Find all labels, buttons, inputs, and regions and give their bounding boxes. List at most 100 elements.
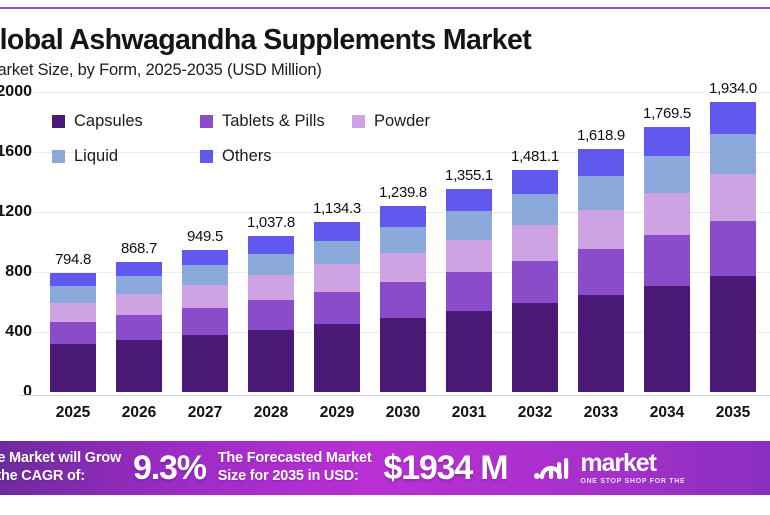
bar-stack[interactable]: 1,769.5: [643, 105, 691, 392]
legend-swatch-icon: [52, 115, 65, 128]
legend-label: Liquid: [74, 147, 119, 165]
bar-segment-capsules[interactable]: [512, 303, 558, 392]
bar-segment-tablets-pills[interactable]: [446, 272, 492, 311]
bar-segment-tablets-pills[interactable]: [182, 307, 228, 335]
bar-segment-liquid[interactable]: [50, 285, 96, 303]
bar-segment-others[interactable]: [50, 272, 96, 286]
bar-segment-tablets-pills[interactable]: [50, 321, 96, 345]
bar-segment-capsules[interactable]: [710, 275, 756, 392]
bar-segment-liquid[interactable]: [512, 194, 558, 226]
bar-segment-liquid[interactable]: [380, 226, 426, 253]
bar-segment-liquid[interactable]: [644, 155, 690, 193]
bar-stack[interactable]: 1,134.3: [313, 200, 361, 392]
bar-total-label: 1,239.8: [379, 184, 427, 202]
bar-segment-powder[interactable]: [578, 209, 624, 249]
bar-stack[interactable]: 1,037.8: [247, 214, 295, 392]
bar-segment-others[interactable]: [182, 249, 228, 266]
y-axis-tick-label: 800: [5, 263, 32, 280]
bar-stack[interactable]: 949.5: [182, 228, 228, 392]
chart-plot-area: 0 400 800 1200 1600 2000 794.8 868.7 949.5 1,037…: [0, 80, 770, 400]
legend-item-powder[interactable]: Powder: [352, 112, 430, 131]
bar-stack[interactable]: 868.7: [116, 240, 162, 392]
bar-segment-others[interactable]: [446, 188, 492, 212]
bar-stack[interactable]: 794.8: [50, 251, 96, 392]
top-divider: [0, 7, 770, 9]
legend-item-liquid[interactable]: Liquid: [52, 147, 118, 166]
legend-item-tablets-pills[interactable]: Tablets & Pills: [200, 112, 325, 131]
bar-segment-powder[interactable]: [380, 252, 426, 283]
bar-segment-powder[interactable]: [314, 264, 360, 292]
bar-segment-capsules[interactable]: [446, 310, 492, 392]
bar-segment-others[interactable]: [644, 126, 690, 156]
bar-stack[interactable]: 1,355.1: [445, 167, 493, 392]
logo-mark-icon: [533, 455, 573, 481]
bar-segment-liquid[interactable]: [248, 253, 294, 276]
y-axis-tick-label: 400: [5, 323, 32, 340]
bar-segment-tablets-pills[interactable]: [710, 220, 756, 276]
bar-segment-powder[interactable]: [116, 294, 162, 316]
x-axis-tick-label: 2033: [583, 404, 619, 421]
bar-segment-powder[interactable]: [644, 192, 690, 236]
bar-segment-others[interactable]: [116, 261, 162, 277]
bar-segment-capsules[interactable]: [380, 317, 426, 392]
bar-segment-liquid[interactable]: [314, 240, 360, 265]
bar-segment-capsules[interactable]: [578, 294, 624, 392]
bar-segment-capsules[interactable]: [644, 285, 690, 392]
bar-segment-powder[interactable]: [512, 225, 558, 261]
bar-total-label: 1,355.1: [445, 166, 493, 184]
bar-segment-capsules[interactable]: [116, 339, 162, 392]
bar-stack[interactable]: 1,239.8: [379, 184, 427, 392]
bar-total-label: 1,618.9: [577, 127, 625, 145]
legend-item-others[interactable]: Others: [200, 147, 272, 166]
bar-segment-others[interactable]: [314, 221, 360, 241]
bar-segment-capsules[interactable]: [314, 323, 360, 392]
bar-segment-others[interactable]: [248, 236, 294, 254]
forecast-caption: The Forecasted Market Size for 2035 in U…: [218, 450, 372, 485]
bar-segment-others[interactable]: [512, 169, 558, 195]
bar-segment-tablets-pills[interactable]: [512, 260, 558, 304]
bar-segment-others[interactable]: [710, 101, 756, 134]
bar-segment-tablets-pills[interactable]: [380, 282, 426, 318]
bar-segment-powder[interactable]: [248, 275, 294, 301]
bar-stack[interactable]: 1,934.0: [709, 80, 757, 392]
y-axis-tick-label: 1600: [0, 143, 32, 160]
bar-segment-capsules[interactable]: [248, 329, 294, 392]
cagr-value: 9.3%: [133, 448, 207, 487]
bar-segment-powder[interactable]: [446, 239, 492, 273]
x-axis-tick-label: 2034: [649, 404, 685, 421]
legend-swatch-icon: [200, 150, 213, 163]
logo-text: market ONE STOP SHOP FOR THE: [580, 451, 685, 486]
x-axis-tick-label: 2032: [517, 404, 553, 421]
bar-segment-liquid[interactable]: [446, 211, 492, 240]
bar-segment-powder[interactable]: [182, 285, 228, 308]
bar-segment-tablets-pills[interactable]: [116, 315, 162, 340]
bar-total-label: 1,134.3: [313, 199, 361, 217]
bar-segment-others[interactable]: [380, 206, 426, 227]
bar-segment-tablets-pills[interactable]: [644, 235, 690, 286]
bar-segment-capsules[interactable]: [50, 344, 96, 392]
bar-segment-liquid[interactable]: [182, 265, 228, 286]
bar-segment-liquid[interactable]: [116, 276, 162, 295]
bar-segment-tablets-pills[interactable]: [314, 291, 360, 324]
bottom-margin: [0, 495, 770, 515]
bar-segment-liquid[interactable]: [710, 133, 756, 175]
x-axis-tick-label: 2026: [121, 404, 157, 421]
bar-stack[interactable]: 1,618.9: [577, 127, 625, 392]
bar-segment-powder[interactable]: [710, 174, 756, 221]
bar-total-label: 1,037.8: [247, 214, 295, 232]
x-axis-tick-label: 2029: [319, 404, 355, 421]
y-axis-tick-label: 0: [23, 383, 32, 400]
forecast-caption-line1: The Forecasted Market: [217, 450, 372, 467]
bar-segment-tablets-pills[interactable]: [578, 248, 624, 295]
bar-segment-tablets-pills[interactable]: [248, 300, 294, 330]
legend-label: Tablets & Pills: [222, 112, 325, 130]
forecast-value: $1934 M: [383, 448, 508, 487]
bar-segment-liquid[interactable]: [578, 175, 624, 210]
bar-segment-others[interactable]: [578, 149, 624, 176]
bar-segment-powder[interactable]: [50, 302, 96, 322]
legend-item-capsules[interactable]: Capsules: [52, 112, 143, 131]
bar-stack[interactable]: 1,481.1: [511, 148, 559, 392]
bar-segment-capsules[interactable]: [182, 335, 228, 392]
forecast-caption-line2: Size for 2035 in USD:: [217, 468, 359, 484]
legend-label: Others: [222, 147, 272, 165]
